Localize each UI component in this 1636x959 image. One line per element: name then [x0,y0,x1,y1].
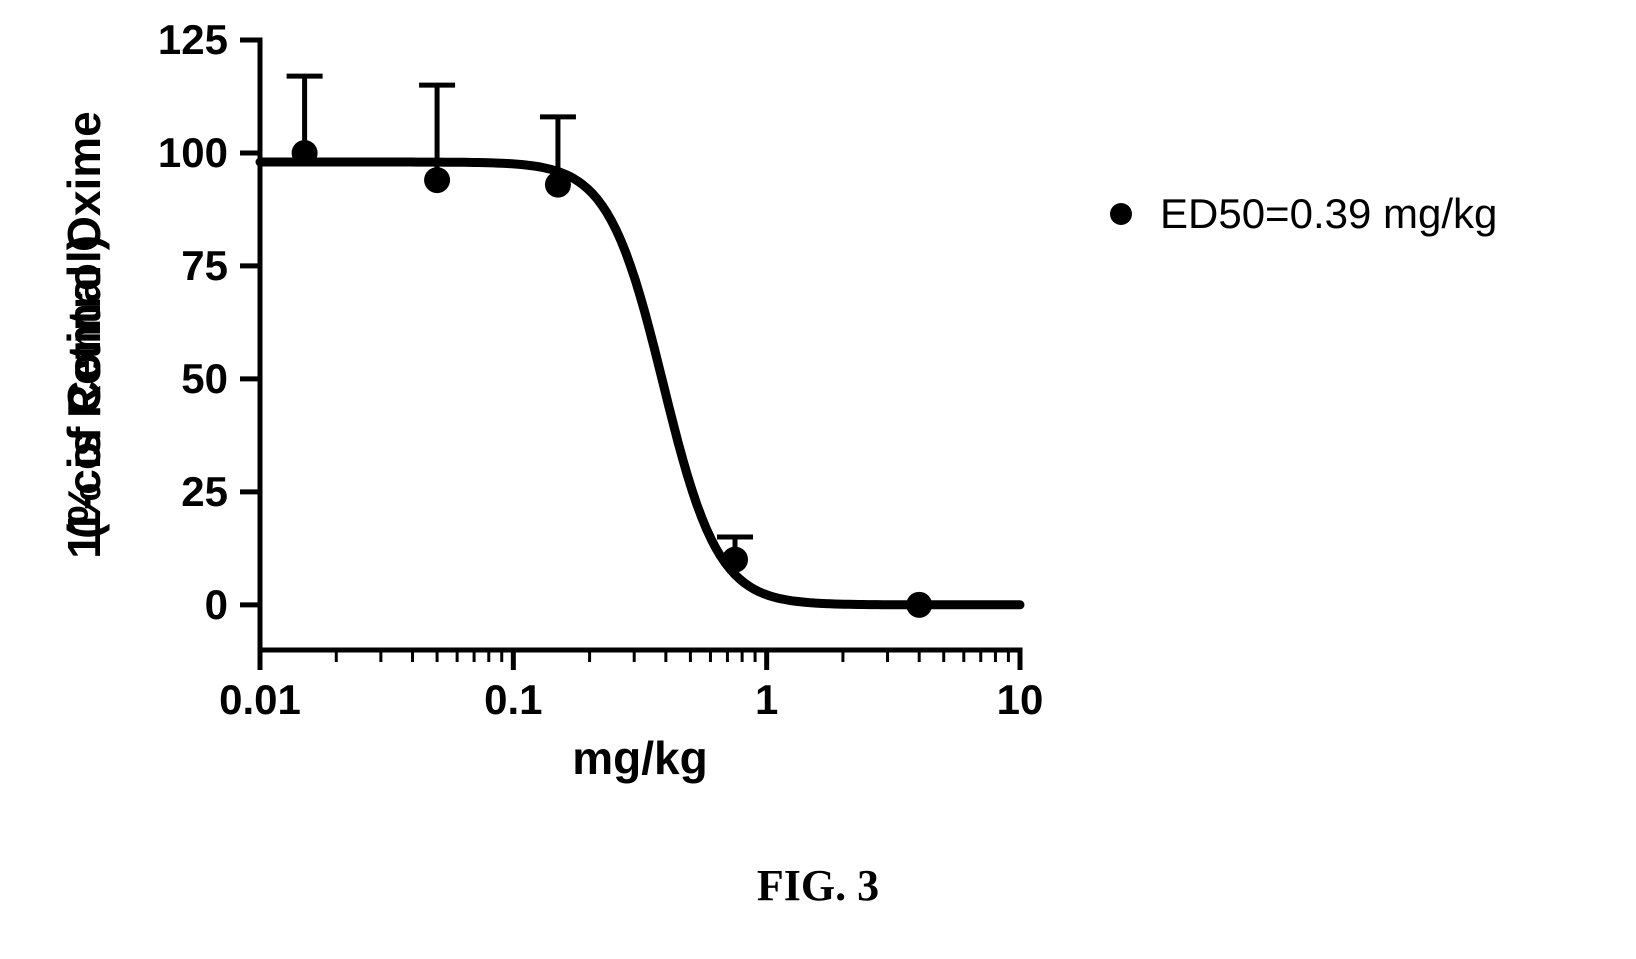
svg-text:50: 50 [181,355,228,402]
svg-text:10: 10 [997,676,1044,723]
legend-marker-icon [1110,203,1132,225]
chart-container: 02550751001250.010.1110mg/kg11-cis Retin… [60,20,1080,845]
svg-text:0.1: 0.1 [484,676,542,723]
page-root: 02550751001250.010.1110mg/kg11-cis Retin… [0,0,1636,959]
legend-label: ED50=0.39 mg/kg [1160,190,1497,238]
svg-text:1: 1 [755,676,778,723]
svg-text:100: 100 [158,129,228,176]
svg-text:75: 75 [181,242,228,289]
svg-text:(% of Control): (% of Control) [60,235,110,539]
legend: ED50=0.39 mg/kg [1110,190,1497,238]
svg-text:0.01: 0.01 [219,676,301,723]
svg-text:0: 0 [205,581,228,628]
svg-text:25: 25 [181,468,228,515]
svg-text:125: 125 [158,20,228,63]
figure-caption: FIG. 3 [0,860,1636,911]
dose-response-chart: 02550751001250.010.1110mg/kg11-cis Retin… [60,20,1080,840]
svg-text:mg/kg: mg/kg [572,732,707,784]
